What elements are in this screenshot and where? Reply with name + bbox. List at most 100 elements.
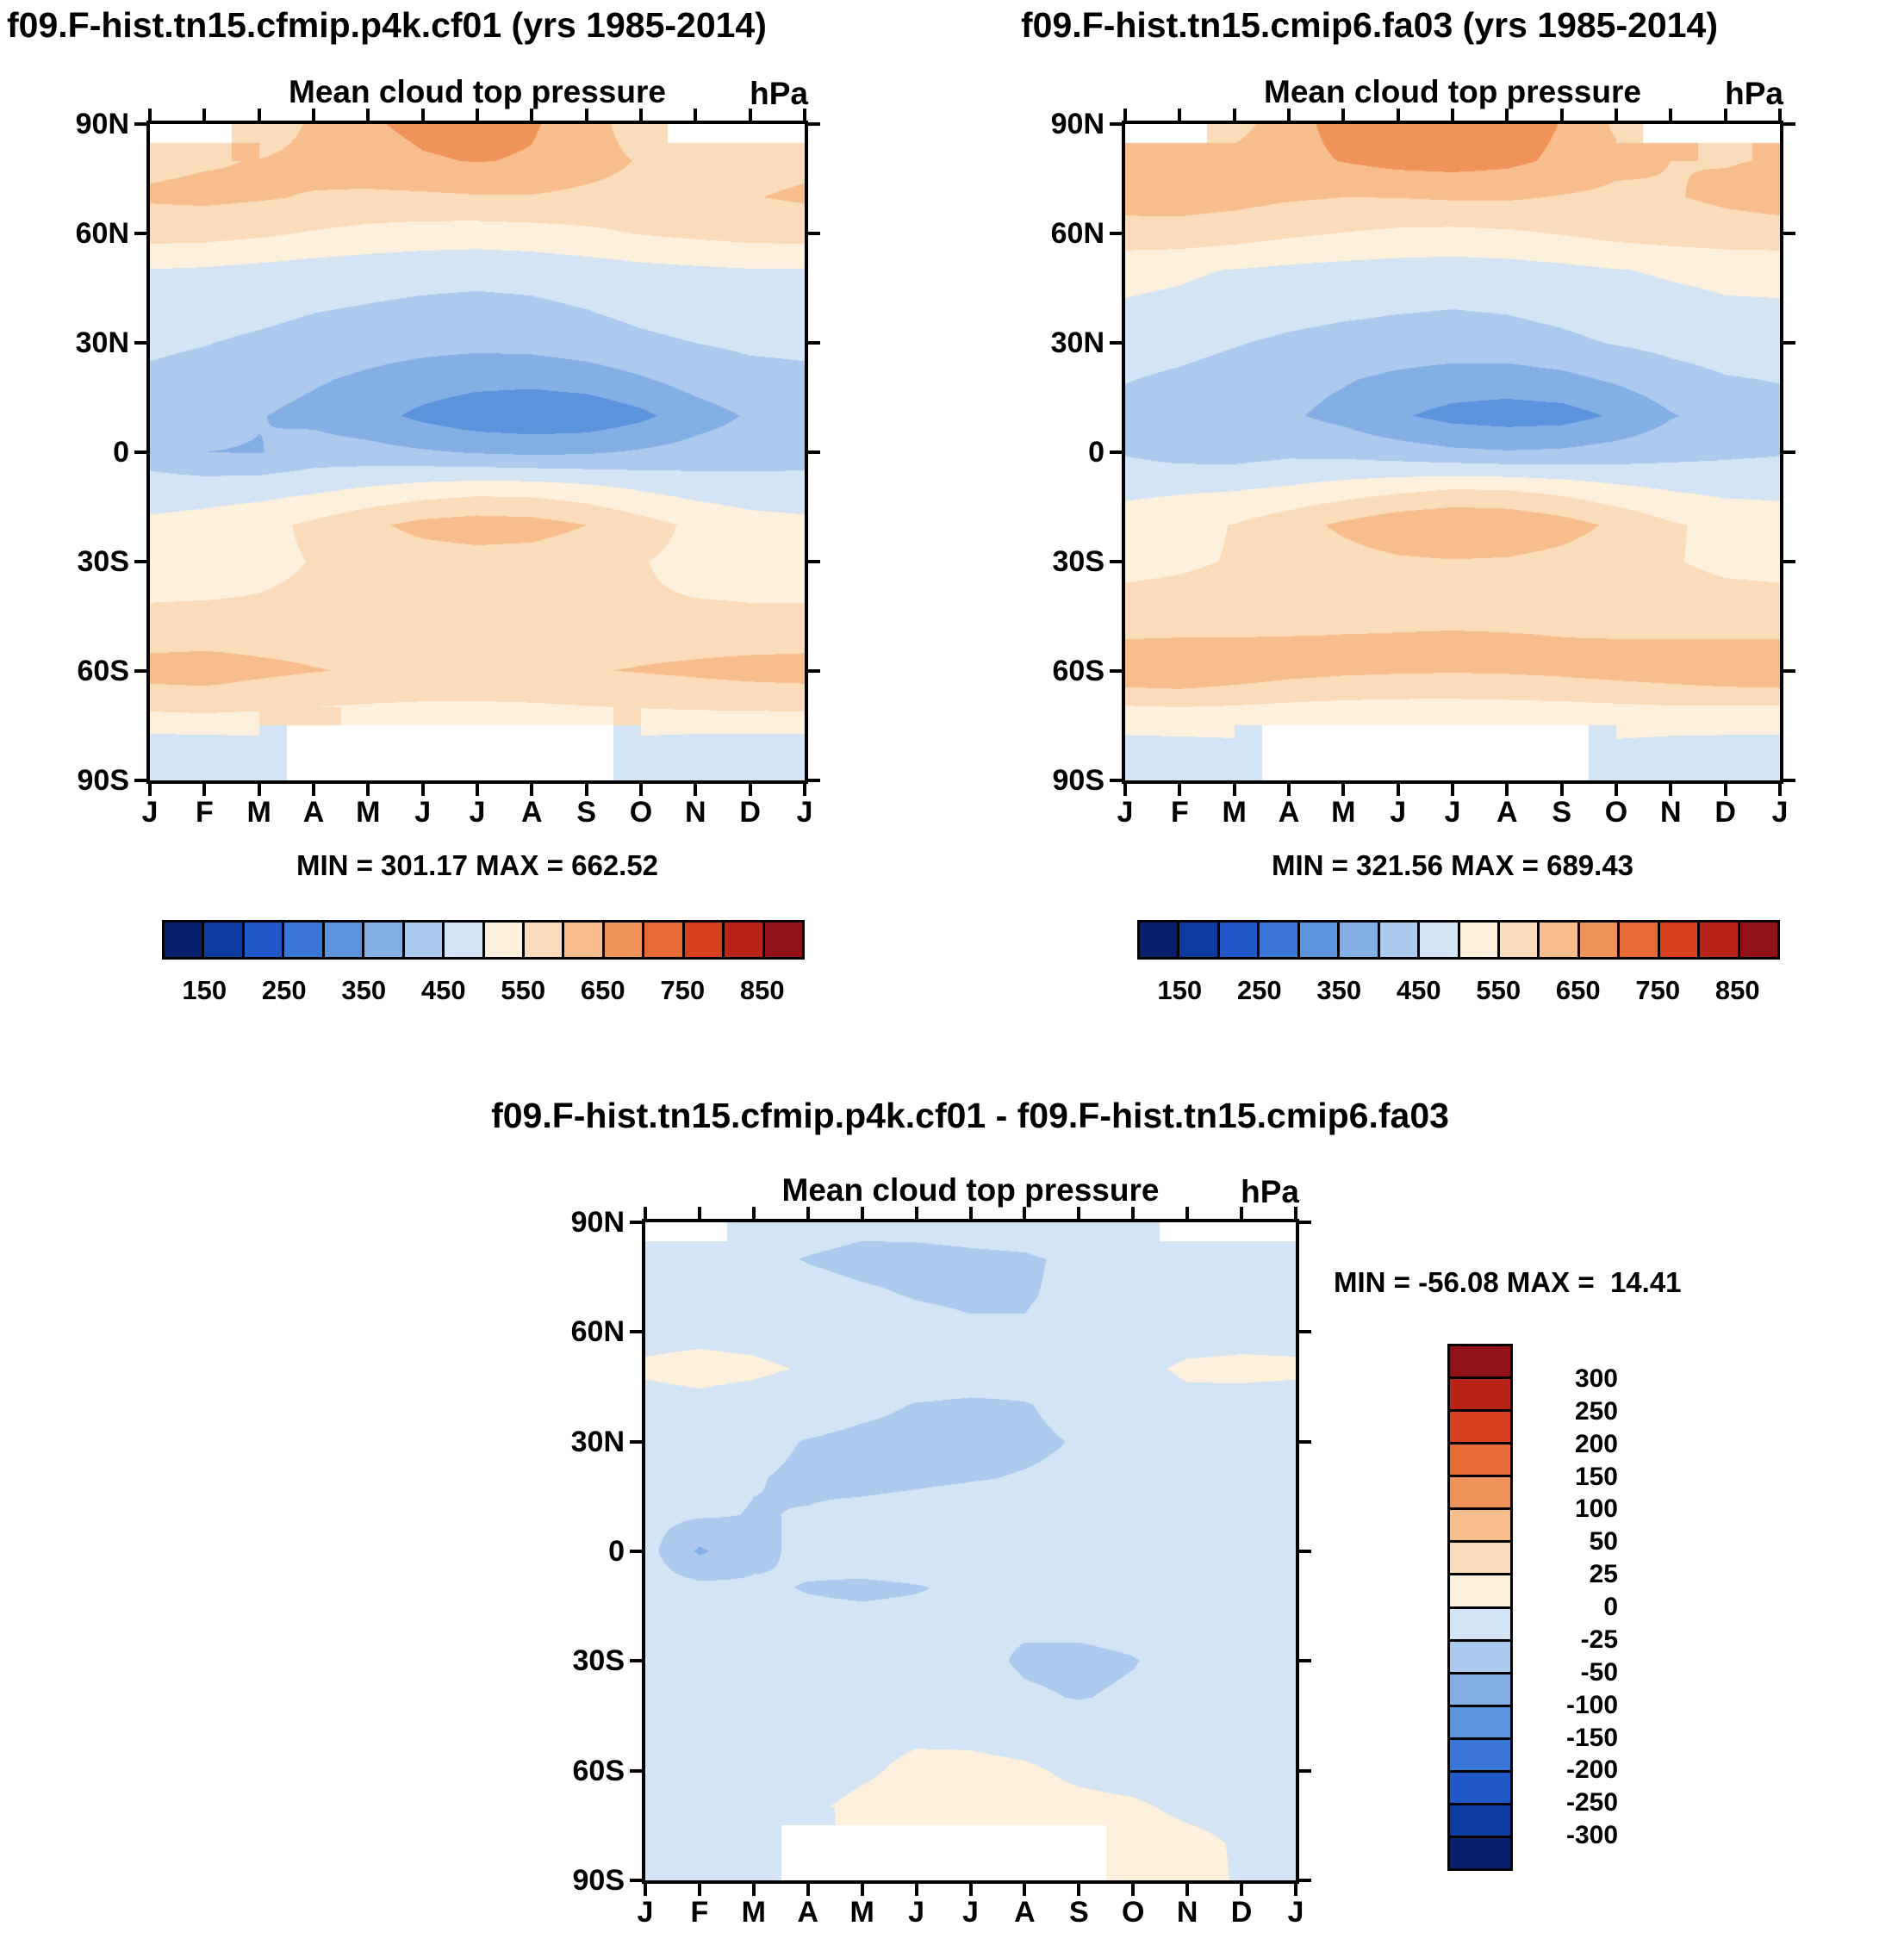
y-axis-tick-label: 30N xyxy=(1050,326,1104,359)
axis-tick xyxy=(134,122,146,126)
x-axis-tick-label: M xyxy=(246,796,271,829)
colorbar-cell xyxy=(1450,1704,1510,1737)
axis-tick xyxy=(806,1207,810,1219)
x-axis-tick-label: O xyxy=(1122,1896,1145,1929)
colorbar-cell xyxy=(165,923,202,957)
x-axis-tick-label: A xyxy=(1496,796,1518,829)
axis-tick xyxy=(1724,109,1727,121)
colorbar-cell xyxy=(1450,1475,1510,1508)
colorbar-cell xyxy=(282,923,322,957)
colorbar-cell xyxy=(401,923,443,957)
colorbar-cell xyxy=(521,923,563,957)
axis-tick xyxy=(1505,109,1509,121)
colorbar-tick-label: -50 xyxy=(1580,1657,1618,1687)
axis-tick xyxy=(861,1207,864,1219)
colorbar-tick-label: 850 xyxy=(1714,975,1760,1005)
colorbar-cell xyxy=(1377,923,1418,957)
axis-tick xyxy=(1451,109,1454,121)
x-axis-tick-label: J xyxy=(796,796,813,829)
axis-tick xyxy=(1299,1659,1311,1662)
y-axis-tick-label: 90N xyxy=(75,108,129,140)
axis-tick xyxy=(969,1884,973,1896)
colorbar-tick-label: -200 xyxy=(1565,1755,1618,1785)
axis-tick xyxy=(148,109,152,121)
x-axis-tick-label: O xyxy=(629,796,653,829)
x-axis-tick-label: J xyxy=(1117,796,1134,829)
axis-tick xyxy=(749,784,752,796)
axis-tick xyxy=(134,450,146,454)
contour-field-canvas xyxy=(150,124,805,780)
y-axis-tick-label: 90S xyxy=(1052,764,1105,797)
colorbar-tick-label: 150 xyxy=(1574,1462,1618,1491)
y-axis-labels: 90N 60N 30N 0 30S 60S 90S xyxy=(528,1206,625,1897)
axis-tick xyxy=(808,122,820,126)
axis-tick xyxy=(585,109,588,121)
colorbar xyxy=(162,920,805,960)
x-axis-tick-label: F xyxy=(690,1896,709,1929)
axis-tick xyxy=(808,341,820,345)
axis-tick xyxy=(969,1207,973,1219)
colorbar-cell xyxy=(1537,923,1577,957)
axis-tick xyxy=(1110,560,1122,563)
colorbar-cell xyxy=(1737,923,1777,957)
axis-tick xyxy=(1110,450,1122,454)
axis-tick xyxy=(1669,109,1672,121)
colorbar-cell xyxy=(1177,923,1217,957)
colorbar-tick-label: 250 xyxy=(1236,975,1282,1005)
colorbar-tick-label: 650 xyxy=(580,975,625,1005)
colorbar-tick-label: 250 xyxy=(261,975,307,1005)
plot-panel-left: Mean cloud top pressure hPa 90N 60N 30N 0 30… xyxy=(76,74,820,1005)
axis-tick xyxy=(134,341,146,345)
colorbar-cell xyxy=(1450,1573,1510,1606)
colorbar-cell xyxy=(1577,923,1618,957)
y-axis-tick-label: 30S xyxy=(77,545,130,578)
axis-tick xyxy=(915,1884,918,1896)
axis-tick xyxy=(1341,109,1345,121)
axis-tick xyxy=(476,784,479,796)
axis-tick xyxy=(1560,784,1564,796)
colorbar-cell xyxy=(1257,923,1297,957)
y-axis-tick-label: 0 xyxy=(1088,436,1104,469)
y-axis-labels: 90N 60N 30N 0 30S 60S 90S xyxy=(33,108,130,797)
colorbar-tick-label: 350 xyxy=(1316,975,1362,1005)
y-axis-tick-label: 0 xyxy=(113,436,129,469)
axis-tick xyxy=(1110,669,1122,673)
colorbar-cell xyxy=(1450,1346,1510,1377)
y-axis-tick-label: 60N xyxy=(1050,217,1104,250)
x-axis-tick-label: J xyxy=(469,796,486,829)
x-axis-tick-label: J xyxy=(637,1896,654,1929)
axis-tick xyxy=(1110,122,1122,126)
axis-tick xyxy=(1023,1207,1026,1219)
contour-field-canvas xyxy=(645,1222,1296,1880)
colorbar-tick-label: 250 xyxy=(1574,1396,1618,1426)
colorbar-cell xyxy=(1417,923,1458,957)
y-axis-tick-label: 90S xyxy=(572,1864,625,1897)
axis-tick xyxy=(1783,779,1795,782)
colorbar-tick-label: 850 xyxy=(739,975,785,1005)
y-axis-tick-label: 90S xyxy=(77,764,130,797)
colorbar-cell xyxy=(1617,923,1658,957)
y-axis-tick-label: 60S xyxy=(572,1754,625,1787)
x-axis-tick-label: N xyxy=(1176,1896,1198,1929)
colorbar-cell xyxy=(762,923,802,957)
colorbar-tick-label: 550 xyxy=(501,975,546,1005)
colorbar-cell xyxy=(1450,1606,1510,1639)
axis-tick xyxy=(803,784,806,796)
x-axis-tick-label: S xyxy=(1552,796,1571,829)
axis-tick xyxy=(1299,1440,1311,1444)
axis-tick xyxy=(630,1769,642,1773)
axis-tick xyxy=(1287,784,1291,796)
plot-title: Mean cloud top pressure xyxy=(781,1172,1160,1208)
axis-tick xyxy=(1505,784,1509,796)
colorbar-tick-label: 200 xyxy=(1574,1429,1618,1458)
axis-tick xyxy=(806,1884,810,1896)
minmax-label: MIN = 301.17 MAX = 662.52 xyxy=(296,849,659,881)
axis-tick xyxy=(1783,560,1795,563)
x-axis-tick-label: J xyxy=(1287,1896,1304,1929)
x-axis-tick-label: N xyxy=(685,796,706,829)
plot-title: Mean cloud top pressure xyxy=(1264,74,1641,109)
y-axis-tick-label: 30S xyxy=(572,1644,625,1678)
axis-tick xyxy=(1178,109,1181,121)
